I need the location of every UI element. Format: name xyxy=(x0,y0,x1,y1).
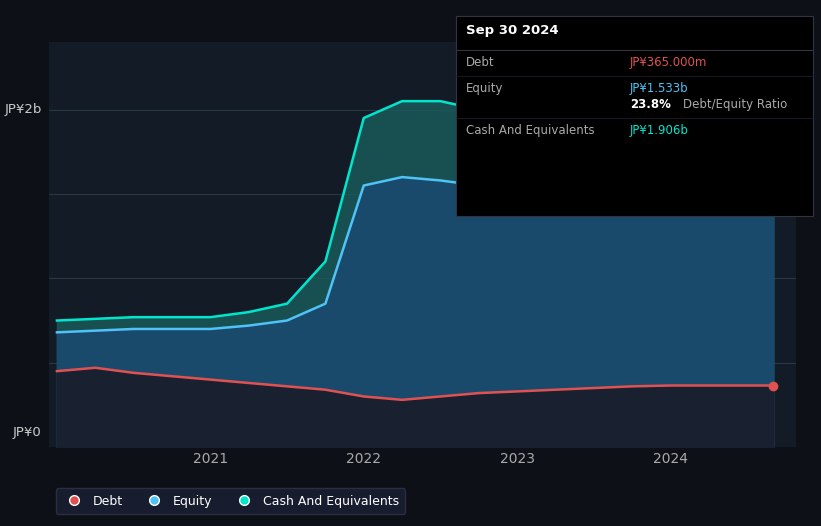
Text: JP¥1.906b: JP¥1.906b xyxy=(630,124,689,137)
Text: JP¥2b: JP¥2b xyxy=(4,103,42,116)
Text: Sep 30 2024: Sep 30 2024 xyxy=(466,24,558,37)
Text: Cash And Equivalents: Cash And Equivalents xyxy=(466,124,594,137)
Text: Debt/Equity Ratio: Debt/Equity Ratio xyxy=(683,98,787,111)
Legend: Debt, Equity, Cash And Equivalents: Debt, Equity, Cash And Equivalents xyxy=(56,488,405,514)
Text: 23.8%: 23.8% xyxy=(630,98,671,111)
Text: Equity: Equity xyxy=(466,82,503,95)
Text: JP¥0: JP¥0 xyxy=(13,426,42,439)
Text: JP¥1.533b: JP¥1.533b xyxy=(630,82,688,95)
Text: JP¥365.000m: JP¥365.000m xyxy=(630,56,707,69)
Text: Debt: Debt xyxy=(466,56,494,69)
